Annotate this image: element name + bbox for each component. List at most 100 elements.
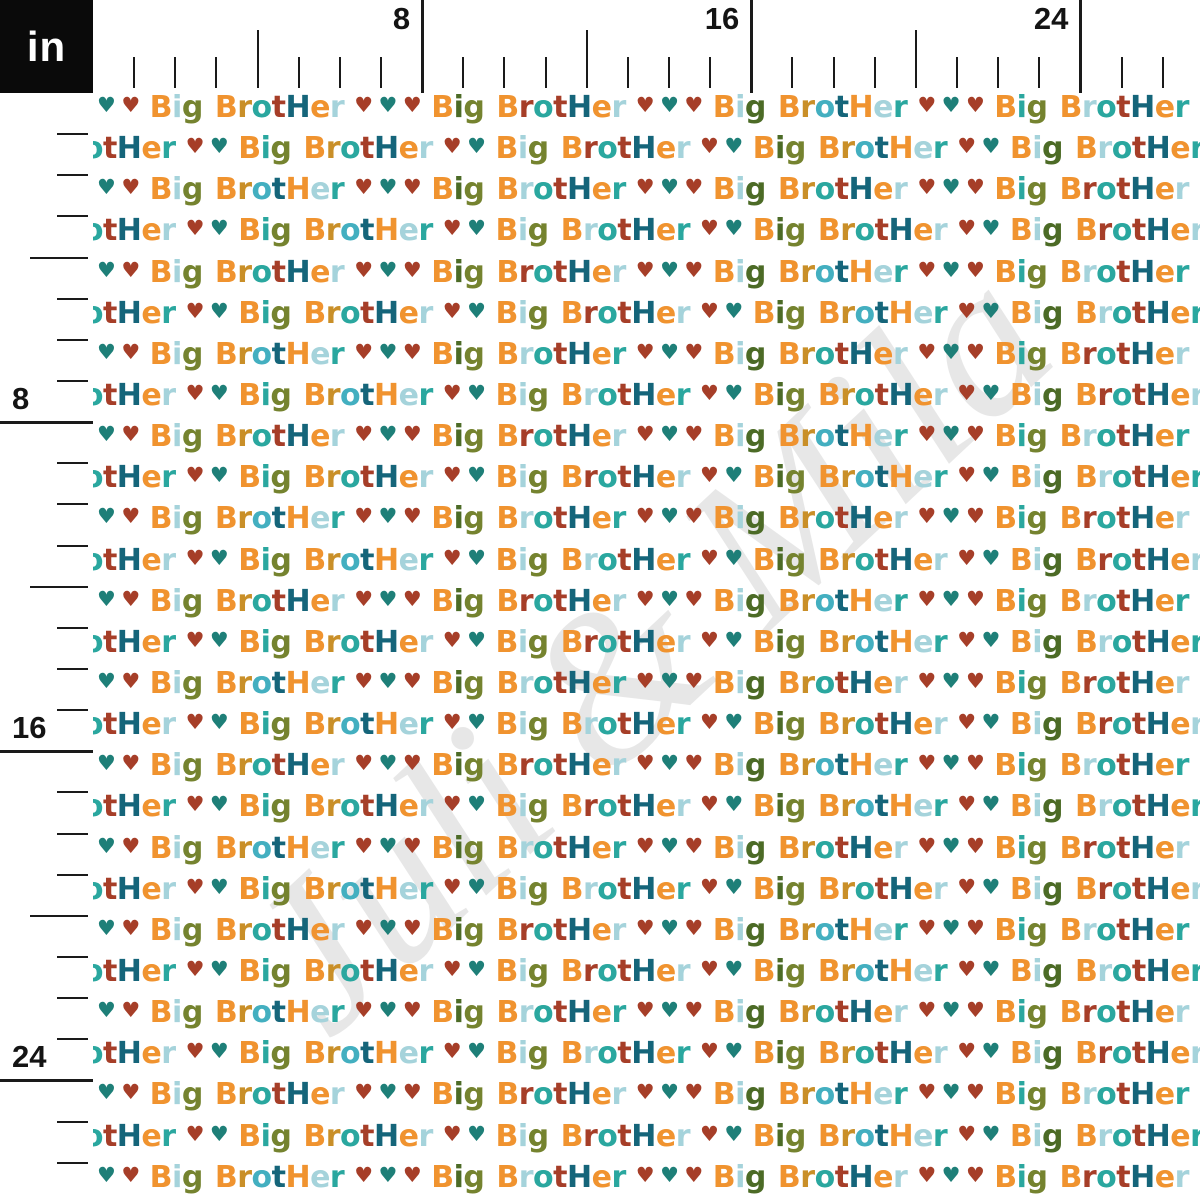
pattern-letter: g (527, 131, 549, 167)
pattern-letter: o (1111, 1036, 1133, 1072)
heart-group: ♥♥♥ (351, 169, 424, 211)
heart-icon: ♥ (981, 134, 1001, 159)
pattern-letter: e (141, 213, 162, 249)
tick-minor (57, 1120, 88, 1123)
pattern-letter: o (93, 210, 103, 251)
tick-minor (626, 57, 629, 88)
heart-icon: ♥ (402, 1080, 422, 1105)
pattern-letter: r (418, 953, 433, 989)
pattern-row: ♥ ♥ Big BrotHer ♥ ♥ ♥ Big BrotHer ♥ ♥ ♥ Big BrotHer ♥ ♥… (93, 581, 1200, 622)
pattern-letter: e (655, 953, 676, 989)
pattern-letter: g (744, 1077, 766, 1113)
heart-icon: ♥ (185, 710, 205, 735)
pattern-letter: r (893, 912, 908, 948)
heart-icon: ♥ (97, 422, 116, 447)
heart-icon: ♥ (121, 175, 140, 200)
pattern-letter: t (271, 336, 286, 372)
pattern-letter: B (994, 501, 1017, 537)
pattern-letter: B (560, 460, 584, 496)
pattern-letter: r (932, 1118, 948, 1154)
pattern-letter: B (1059, 830, 1082, 866)
pattern-letter: r (1190, 707, 1200, 743)
pattern-letter: e (398, 377, 419, 413)
pattern-letter: o (1111, 460, 1133, 496)
pattern-letter: r (161, 953, 176, 989)
pattern-letter: r (1081, 93, 1097, 125)
pattern-letter: H (567, 172, 592, 208)
pattern-letter: t (874, 707, 889, 743)
pattern-letter: e (873, 1159, 894, 1195)
heart-icon: ♥ (442, 792, 462, 817)
pattern-letter: o (93, 293, 103, 334)
heart-icon: ♥ (660, 586, 679, 611)
pattern-letter: B (238, 542, 261, 578)
pattern-letter: o (597, 213, 618, 249)
pattern-letter: i (260, 871, 271, 907)
pattern-letter: g (744, 665, 766, 701)
pattern-letter: e (655, 789, 676, 825)
heart-icon: ♥ (97, 339, 116, 364)
pattern-letter: t (553, 830, 567, 866)
pattern-letter: B (431, 336, 454, 372)
pattern-letter: r (418, 707, 433, 743)
heart-icon: ♥ (442, 956, 462, 981)
pattern-letter: r (893, 995, 908, 1031)
pattern-letter: t (271, 665, 286, 701)
tick-minor (57, 1161, 88, 1164)
pattern-letter: o (814, 254, 836, 290)
tick-medium (30, 914, 88, 917)
pattern-letter: H (631, 871, 656, 907)
pattern-letter: B (495, 131, 518, 167)
pattern-letter: r (1097, 871, 1112, 907)
pattern-letter: g (744, 748, 766, 784)
pattern-letter: r (518, 93, 534, 125)
pattern-letter: H (631, 460, 656, 496)
pattern-letter: r (1081, 1077, 1097, 1113)
pattern-letter: B (1075, 624, 1098, 660)
pattern-letter: r (1097, 460, 1112, 496)
pattern-letter: B (712, 172, 736, 208)
heart-group: ♥ ♥ (94, 498, 143, 540)
tick-minor (57, 1038, 88, 1041)
heart-icon: ♥ (917, 175, 936, 200)
pattern-letter: B (238, 871, 261, 907)
heart-icon: ♥ (442, 1039, 462, 1064)
pattern-letter: e (873, 995, 894, 1031)
pattern-letter: H (888, 1118, 914, 1154)
pattern-letter: i (1016, 1077, 1027, 1113)
heart-icon: ♥ (97, 257, 116, 282)
pattern-letter: H (1145, 1118, 1171, 1154)
pattern-letter: t (102, 1118, 117, 1154)
pattern-letter: r (161, 707, 176, 743)
pattern-letter: B (994, 830, 1017, 866)
pattern-letter: B (1059, 912, 1082, 948)
pattern-letter: H (1145, 953, 1171, 989)
pattern-letter: B (495, 707, 518, 743)
pattern-letter: i (775, 953, 785, 989)
heart-icon: ♥ (917, 751, 936, 776)
pattern-letter: e (141, 1118, 162, 1154)
pattern-letter: H (1130, 748, 1155, 784)
heart-icon: ♥ (941, 175, 961, 200)
heart-icon: ♥ (724, 956, 743, 981)
pattern-letter: B (712, 995, 736, 1031)
pattern-letter: e (913, 1118, 933, 1154)
pattern-letter: o (93, 786, 103, 827)
pattern-letter: B (752, 295, 776, 331)
pattern-letter: r (1097, 377, 1112, 413)
pattern-letter: g (1026, 501, 1048, 537)
tick-minor (57, 997, 88, 1000)
heart-icon: ♥ (354, 586, 373, 611)
heart-icon: ♥ (185, 298, 205, 323)
pattern-letter: B (495, 460, 518, 496)
pattern-letter: H (1145, 213, 1171, 249)
pattern-letter: H (848, 1077, 874, 1113)
pattern-letter: H (567, 1159, 592, 1195)
pattern-letter: B (238, 707, 261, 743)
pattern-letter: o (814, 830, 836, 866)
pattern-letter: t (102, 460, 117, 496)
heart-icon: ♥ (660, 833, 679, 858)
heart-icon: ♥ (635, 833, 655, 858)
pattern-letter: B (712, 254, 736, 290)
pattern-row: ♥ ♥ Big BrotHer ♥ ♥ ♥ Big BrotHer ♥ ♥ ♥ Big BrotHer ♥ ♥… (93, 1157, 1200, 1198)
